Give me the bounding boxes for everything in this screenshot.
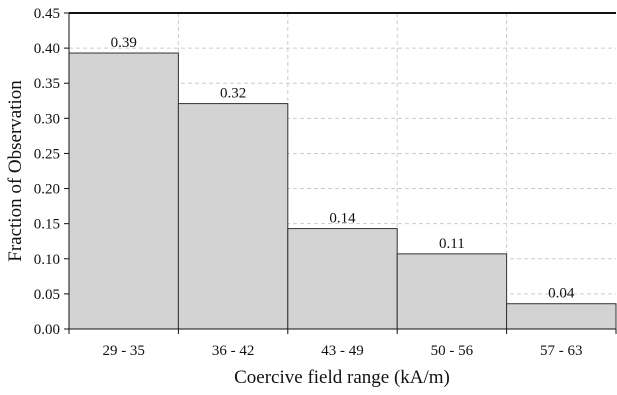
y-axis-title: Fraction of Observation (5, 80, 26, 262)
y-tick-label: 0.30 (34, 111, 60, 127)
y-tick-label: 0.35 (34, 76, 60, 92)
y-tick-label: 0.15 (34, 217, 60, 233)
bar-value-label: 0.39 (111, 35, 137, 51)
bars-layer (68, 52, 617, 330)
x-tick-label: 43 - 49 (321, 343, 364, 359)
y-tick-label: 0.25 (34, 146, 60, 162)
bar-57-63 (506, 303, 617, 330)
x-tick-label: 57 - 63 (540, 343, 583, 359)
bar-50-56 (396, 253, 508, 330)
axes-layer (64, 12, 617, 334)
bar-value-label: 0.11 (439, 236, 465, 252)
x-tick-label: 29 - 35 (102, 343, 145, 359)
bar-value-label: 0.04 (548, 286, 575, 302)
y-tick-label: 0.10 (34, 252, 60, 268)
y-tick-label: 0.45 (34, 6, 60, 22)
bar-36-42 (177, 103, 289, 330)
x-axis-title: Coercive field range (kA/m) (234, 367, 450, 388)
x-tick-label: 50 - 56 (431, 343, 474, 359)
x-tick-label: 36 - 42 (212, 343, 255, 359)
y-tick-label: 0.40 (34, 41, 60, 57)
bar-value-label: 0.14 (329, 211, 356, 227)
bar-value-label: 0.32 (220, 86, 246, 102)
y-tick-label: 0.20 (34, 182, 60, 198)
bar-29-35 (68, 52, 179, 330)
y-tick-label: 0.00 (34, 322, 60, 338)
y-tick-label: 0.05 (34, 287, 60, 303)
bar-43-49 (287, 228, 398, 330)
labels-layer: 0.00 0.05 0.10 0.15 0.20 0.25 0.30 0.35 0.40 0.45… (34, 6, 583, 359)
